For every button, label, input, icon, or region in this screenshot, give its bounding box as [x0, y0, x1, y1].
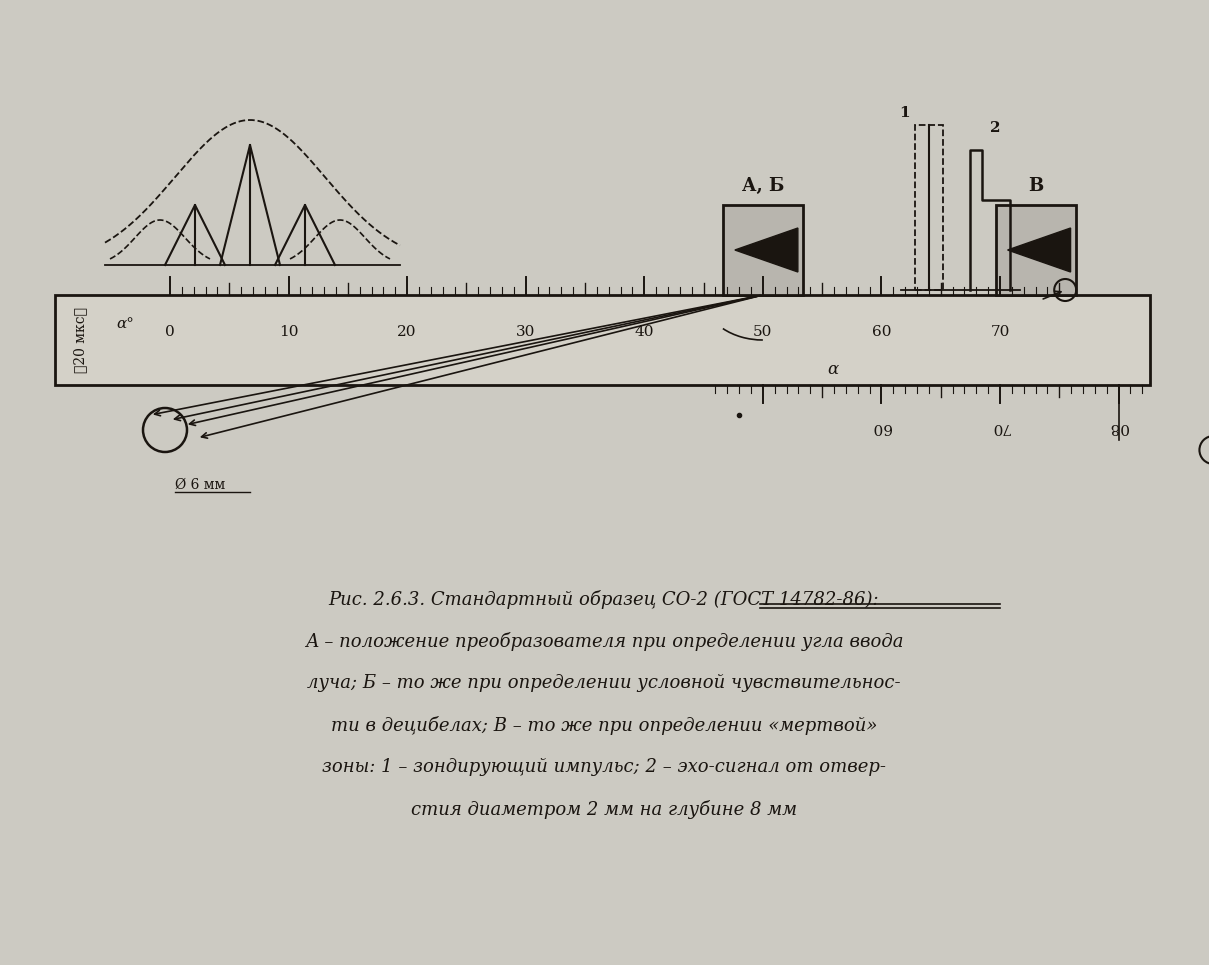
Text: 30: 30 — [516, 325, 536, 339]
Polygon shape — [735, 228, 798, 272]
Text: А, Б: А, Б — [741, 177, 785, 195]
Text: 60: 60 — [872, 420, 891, 434]
Text: стия диаметром 2 мм на глубине 8 мм: стия диаметром 2 мм на глубине 8 мм — [411, 800, 797, 819]
Bar — [995, 205, 1076, 295]
Text: 70: 70 — [990, 325, 1010, 339]
Text: 〈20 мкс〉: 〈20 мкс〉 — [73, 307, 87, 373]
Text: 70: 70 — [990, 420, 1010, 434]
Text: 10: 10 — [279, 325, 299, 339]
Text: 0: 0 — [166, 325, 175, 339]
Text: α: α — [827, 362, 839, 378]
Text: зоны: 1 – зондирующий импульс; 2 – эхо-сигнал от отвер-: зоны: 1 – зондирующий импульс; 2 – эхо-с… — [322, 758, 886, 776]
Text: А – положение преобразователя при определении угла ввода: А – положение преобразователя при опреде… — [305, 632, 903, 651]
Text: В: В — [1028, 177, 1043, 195]
Polygon shape — [1007, 228, 1071, 272]
Text: 2: 2 — [990, 121, 1001, 135]
Text: ти в децибелах; В – то же при определении «мертвой»: ти в децибелах; В – то же при определени… — [331, 716, 878, 735]
Text: Рис. 2.6.3. Стандартный образец СО-2 (ГОСТ 14782-86):: Рис. 2.6.3. Стандартный образец СО-2 (ГО… — [329, 590, 879, 609]
Bar — [723, 205, 803, 295]
Bar — [54, 295, 1150, 385]
Text: 20: 20 — [398, 325, 417, 339]
Text: 08: 08 — [1109, 420, 1128, 434]
Text: 50: 50 — [753, 325, 773, 339]
Text: 60: 60 — [872, 325, 891, 339]
Bar — [915, 125, 943, 290]
Text: луча; Б – то же при определении условной чувствительнос-: луча; Б – то же при определении условной… — [307, 674, 901, 692]
Text: 1: 1 — [899, 106, 910, 120]
Text: α°: α° — [116, 317, 134, 331]
Text: 40: 40 — [635, 325, 654, 339]
Text: Ø 6 мм: Ø 6 мм — [175, 478, 225, 492]
